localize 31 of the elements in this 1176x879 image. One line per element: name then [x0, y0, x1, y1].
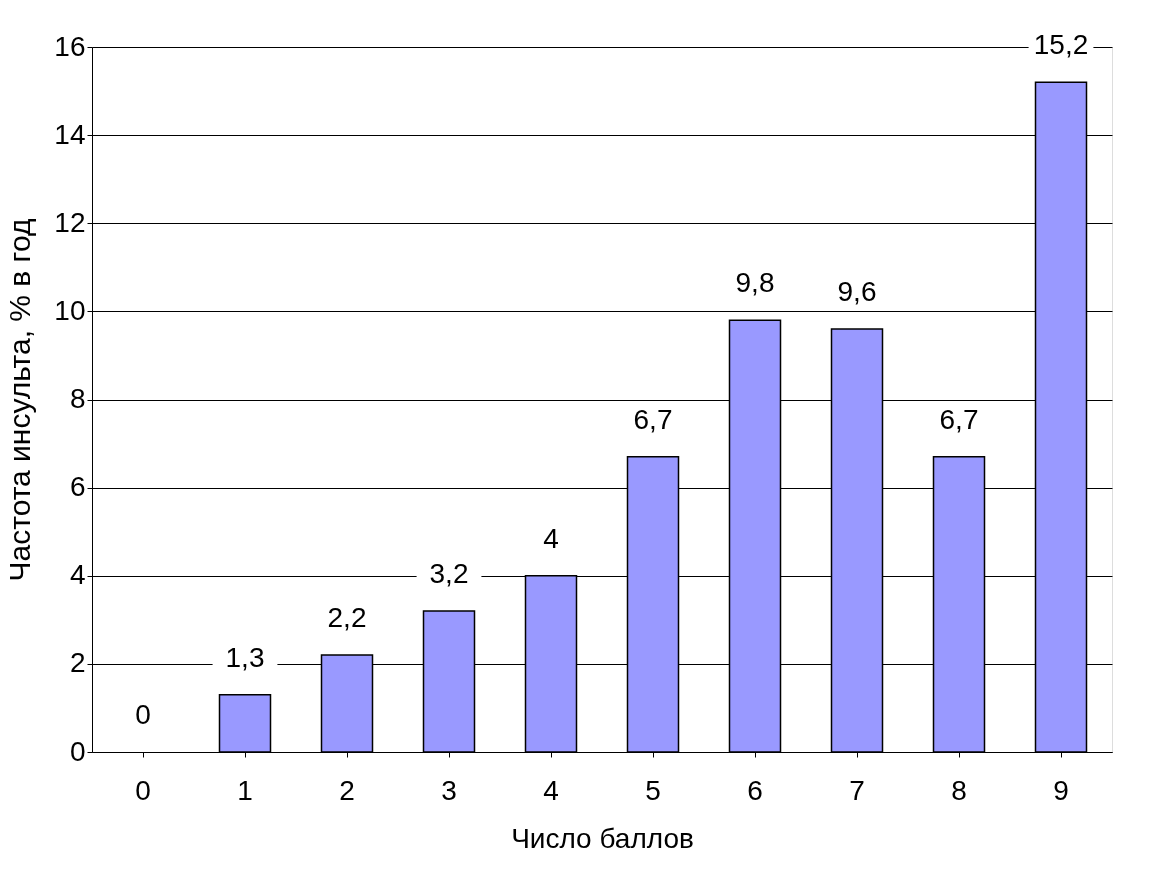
- y-tick-label: 6: [69, 471, 86, 503]
- data-label: 15,2: [1033, 29, 1089, 61]
- data-label: 4: [543, 522, 559, 554]
- y-tick-label: 10: [54, 294, 86, 326]
- data-label: 2,2: [327, 602, 367, 634]
- y-tick-label: 0: [69, 735, 86, 767]
- data-label: 6,7: [939, 403, 979, 435]
- data-label: 1,3: [225, 641, 265, 673]
- data-label: 6,7: [633, 403, 673, 435]
- x-tick-label: 2: [339, 774, 355, 806]
- x-tick-label: 7: [849, 774, 865, 806]
- data-label: 0: [135, 699, 151, 730]
- x-tick-label: 8: [951, 774, 967, 806]
- x-tick-label: 3: [441, 774, 457, 806]
- y-tick-label: 14: [54, 118, 86, 150]
- x-axis-title: Число баллов: [511, 822, 694, 854]
- y-tick-label: 16: [54, 30, 86, 62]
- x-tick-label: 1: [237, 774, 253, 806]
- data-label: 9,8: [735, 267, 775, 299]
- x-tick-label: 5: [645, 774, 661, 806]
- x-tick-label: 9: [1053, 774, 1069, 806]
- x-tick-label: 0: [135, 774, 151, 806]
- y-tick-label: 2: [69, 647, 86, 679]
- y-tick-label: 12: [54, 206, 86, 238]
- data-label: 9,6: [837, 276, 877, 307]
- data-label: 3,2: [429, 558, 469, 589]
- y-tick-label: 8: [69, 383, 86, 414]
- x-tick-label: 6: [747, 774, 763, 806]
- x-tick-label: 4: [543, 774, 559, 806]
- y-axis-title: Частота инсульта, % в год: [3, 218, 37, 582]
- y-tick-label: 4: [69, 559, 86, 591]
